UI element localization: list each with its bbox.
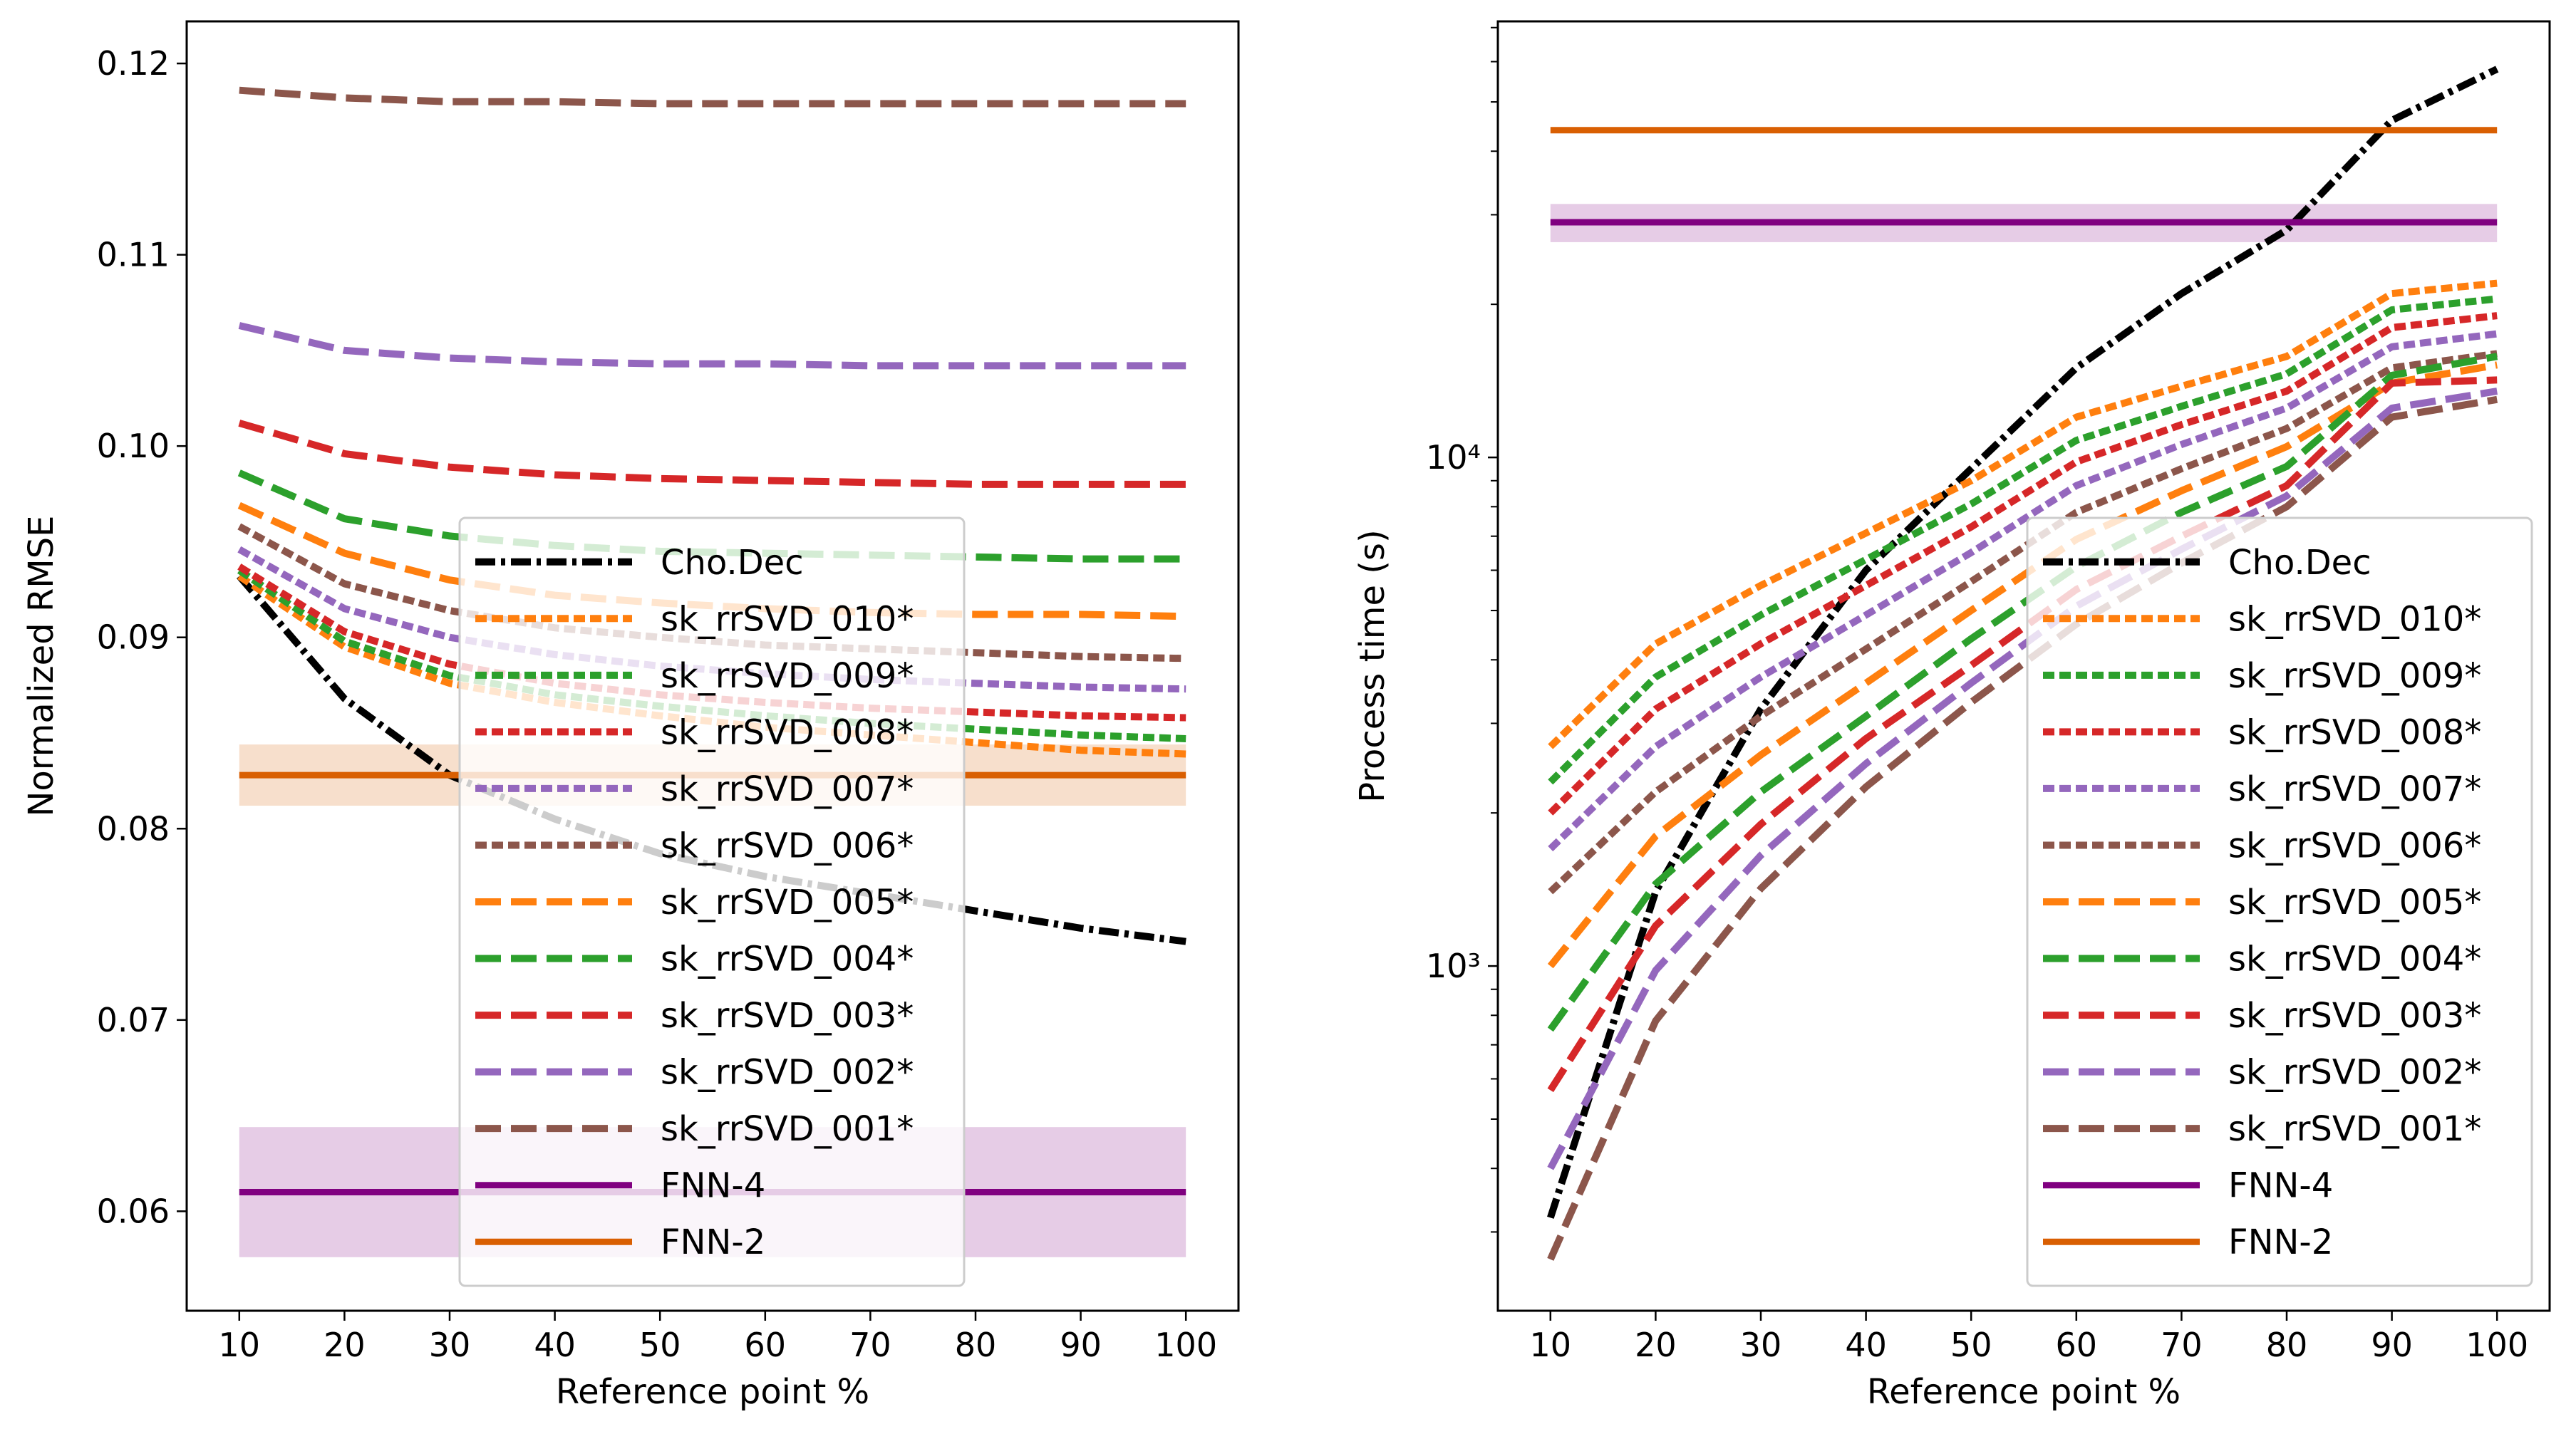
- x-tick-label: 70: [2161, 1326, 2203, 1364]
- legend-label: sk_rrSVD_005*: [661, 883, 914, 923]
- y-tick-label: 0.07: [97, 1001, 170, 1039]
- legend-label: sk_rrSVD_003*: [661, 996, 914, 1036]
- series-line-sk-rrsvd-001-: [1547, 395, 2498, 1261]
- series-line-sk-rrsvd-004-: [1547, 353, 2498, 1032]
- legend-label: FNN-4: [2228, 1166, 2333, 1206]
- legend-label: sk_rrSVD_002*: [661, 1053, 914, 1093]
- x-tick-label: 50: [1950, 1326, 1992, 1364]
- x-tick-label: 10: [1530, 1326, 1572, 1364]
- x-tick-label: 40: [534, 1326, 576, 1364]
- legend-label: Cho.Dec: [661, 543, 804, 583]
- legend-label: sk_rrSVD_003*: [2228, 996, 2481, 1036]
- y-tick-label: 0.06: [97, 1192, 170, 1230]
- x-tick-label: 80: [2266, 1326, 2308, 1364]
- legend-label: sk_rrSVD_008*: [2228, 712, 2481, 752]
- y-tick-label: 0.09: [97, 618, 170, 657]
- series-line-sk-rrsvd-008-: [1548, 312, 2498, 816]
- y-tick-label: 0.12: [97, 44, 170, 83]
- right-panel-process-time: 10 20 30 40 50 60 70 80 90 100 10³ 10⁴ Reference poi…: [1352, 20, 2551, 1412]
- series-line-sk-rrsvd-002-: [238, 322, 1186, 370]
- x-tick-label: 60: [2056, 1326, 2098, 1364]
- legend-label: sk_rrSVD_010*: [2228, 599, 2481, 639]
- x-tick-label: 100: [2466, 1326, 2528, 1364]
- legend-label: sk_rrSVD_002*: [2228, 1053, 2481, 1093]
- x-tick-label: 20: [1635, 1326, 1677, 1364]
- legend: Cho.Dec sk_rrSVD_010* sk_rrSVD_009* sk_rrSV…: [2026, 516, 2533, 1287]
- series-line-sk-rrsvd-003-: [238, 420, 1186, 488]
- legend-label: sk_rrSVD_008*: [661, 712, 914, 752]
- x-tick-label: 30: [1740, 1326, 1782, 1364]
- legend-label: sk_rrSVD_001*: [2228, 1109, 2481, 1149]
- x-tick-label: 80: [955, 1326, 997, 1364]
- y-tick-label: 10³: [1426, 947, 1481, 985]
- x-tick-label: 100: [1154, 1326, 1217, 1364]
- y-tick-label: 0.11: [97, 236, 170, 274]
- legend-label: sk_rrSVD_007*: [661, 769, 914, 809]
- series-line-sk-rrsvd-007-: [1548, 330, 2498, 852]
- legend-label: sk_rrSVD_010*: [661, 599, 914, 639]
- legend: Cho.Dec sk_rrSVD_010* sk_rrSVD_009* sk_rrSV…: [458, 516, 966, 1287]
- x-tick-label: 40: [1845, 1326, 1887, 1364]
- legend-label: sk_rrSVD_009*: [661, 656, 914, 696]
- legend-label: sk_rrSVD_001*: [661, 1109, 914, 1149]
- legend-label: sk_rrSVD_005*: [2228, 883, 2481, 923]
- legend-box: [2026, 516, 2533, 1287]
- series-line-cho-dec: [1547, 66, 2499, 1219]
- legend-label: sk_rrSVD_004*: [2228, 940, 2481, 979]
- series-line-sk-rrsvd-010-: [1548, 279, 2498, 749]
- x-tick-label: 10: [219, 1326, 261, 1364]
- y-tick-label: 0.08: [97, 809, 170, 848]
- axes-frame: [185, 20, 1240, 1312]
- x-tick-label: 20: [324, 1326, 366, 1364]
- y-tick-label: 0.10: [97, 427, 170, 465]
- series-line-sk-rrsvd-006-: [1548, 350, 2498, 895]
- legend-label: sk_rrSVD_009*: [2228, 656, 2481, 696]
- legend-box: [458, 516, 966, 1287]
- x-tick-label: 70: [849, 1326, 891, 1364]
- series-line-sk-rrsvd-005-: [1547, 361, 2498, 969]
- series-line-sk-rrsvd-003-: [1547, 376, 2498, 1093]
- series-line-cho-dec: [237, 573, 1186, 945]
- x-axis-label: Reference point %: [1867, 1372, 2181, 1412]
- series-line-sk-rrsvd-001-: [239, 86, 1186, 108]
- x-tick-label: 60: [745, 1326, 787, 1364]
- legend-label: FNN-2: [2228, 1222, 2333, 1262]
- legend-label: sk_rrSVD_004*: [661, 940, 914, 979]
- x-axis-label: Reference point %: [556, 1372, 869, 1412]
- legend-label: sk_rrSVD_006*: [661, 826, 914, 866]
- legend-label: FNN-4: [661, 1166, 765, 1206]
- y-axis-label: Normalized RMSE: [21, 515, 61, 816]
- axes-frame: [1496, 20, 2551, 1312]
- left-panel-rmse: 10 20 30 40 50 60 70 80 90 100 0.06 0.07 0.08 0.09 0.1…: [21, 20, 1240, 1412]
- x-tick-label: 90: [1060, 1326, 1102, 1364]
- x-tick-label: 90: [2371, 1326, 2413, 1364]
- series-line-sk-rrsvd-002-: [1547, 388, 2498, 1170]
- x-tick-label: 30: [429, 1326, 471, 1364]
- legend-label: FNN-2: [661, 1222, 765, 1262]
- x-tick-label: 50: [639, 1326, 681, 1364]
- legend-label: sk_rrSVD_007*: [2228, 769, 2481, 809]
- series-line-sk-rrsvd-010-: [237, 573, 1186, 758]
- legend-label: sk_rrSVD_006*: [2228, 826, 2481, 866]
- y-axis-label: Process time (s): [1352, 529, 1392, 803]
- plot-area: [1547, 66, 2499, 1261]
- y-tick-label: 10⁴: [1426, 438, 1481, 477]
- legend-label: Cho.Dec: [2228, 543, 2371, 583]
